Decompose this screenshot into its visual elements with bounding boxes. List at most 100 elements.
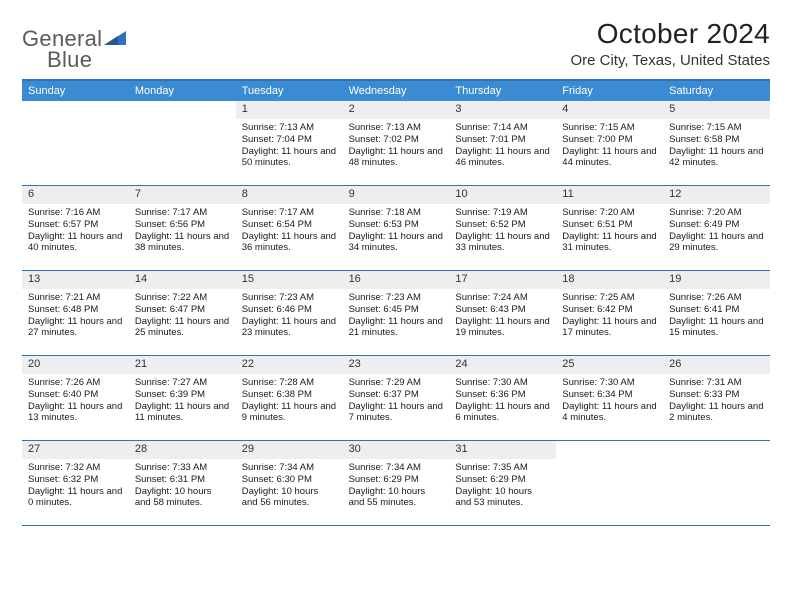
- day-body: Sunrise: 7:27 AMSunset: 6:39 PMDaylight:…: [129, 374, 236, 429]
- day-body: Sunrise: 7:22 AMSunset: 6:47 PMDaylight:…: [129, 289, 236, 344]
- day-cell: 7Sunrise: 7:17 AMSunset: 6:56 PMDaylight…: [129, 186, 236, 270]
- sunrise-text: Sunrise: 7:15 AM: [562, 122, 657, 134]
- day-cell: 11Sunrise: 7:20 AMSunset: 6:51 PMDayligh…: [556, 186, 663, 270]
- sunrise-text: Sunrise: 7:31 AM: [669, 377, 764, 389]
- day-body: Sunrise: 7:25 AMSunset: 6:42 PMDaylight:…: [556, 289, 663, 344]
- sunset-text: Sunset: 6:48 PM: [28, 304, 123, 316]
- daylight-text: Daylight: 11 hours and 42 minutes.: [669, 146, 764, 170]
- day-number: 1: [236, 101, 343, 119]
- day-number: 31: [449, 441, 556, 459]
- day-body: Sunrise: 7:20 AMSunset: 6:49 PMDaylight:…: [663, 204, 770, 259]
- day-body: Sunrise: 7:17 AMSunset: 6:54 PMDaylight:…: [236, 204, 343, 259]
- day-cell: 29Sunrise: 7:34 AMSunset: 6:30 PMDayligh…: [236, 441, 343, 525]
- day-number: 20: [22, 356, 129, 374]
- week-row: ..1Sunrise: 7:13 AMSunset: 7:04 PMDaylig…: [22, 101, 770, 186]
- day-cell: 3Sunrise: 7:14 AMSunset: 7:01 PMDaylight…: [449, 101, 556, 185]
- daylight-text: Daylight: 11 hours and 34 minutes.: [349, 231, 444, 255]
- sunset-text: Sunset: 6:29 PM: [349, 474, 444, 486]
- daylight-text: Daylight: 10 hours and 58 minutes.: [135, 486, 230, 510]
- day-cell: 5Sunrise: 7:15 AMSunset: 6:58 PMDaylight…: [663, 101, 770, 185]
- daylight-text: Daylight: 11 hours and 4 minutes.: [562, 401, 657, 425]
- day-body: Sunrise: 7:14 AMSunset: 7:01 PMDaylight:…: [449, 119, 556, 174]
- daylight-text: Daylight: 10 hours and 53 minutes.: [455, 486, 550, 510]
- sunrise-text: Sunrise: 7:15 AM: [669, 122, 764, 134]
- sunset-text: Sunset: 6:54 PM: [242, 219, 337, 231]
- daylight-text: Daylight: 11 hours and 25 minutes.: [135, 316, 230, 340]
- day-cell: 10Sunrise: 7:19 AMSunset: 6:52 PMDayligh…: [449, 186, 556, 270]
- logo-word2: Blue: [22, 47, 92, 72]
- daylight-text: Daylight: 11 hours and 40 minutes.: [28, 231, 123, 255]
- sunrise-text: Sunrise: 7:20 AM: [562, 207, 657, 219]
- day-body: Sunrise: 7:26 AMSunset: 6:40 PMDaylight:…: [22, 374, 129, 429]
- day-number: 26: [663, 356, 770, 374]
- daylight-text: Daylight: 11 hours and 48 minutes.: [349, 146, 444, 170]
- sunrise-text: Sunrise: 7:18 AM: [349, 207, 444, 219]
- day-cell: 1Sunrise: 7:13 AMSunset: 7:04 PMDaylight…: [236, 101, 343, 185]
- day-number: 5: [663, 101, 770, 119]
- sunset-text: Sunset: 6:38 PM: [242, 389, 337, 401]
- daylight-text: Daylight: 11 hours and 7 minutes.: [349, 401, 444, 425]
- sunset-text: Sunset: 6:39 PM: [135, 389, 230, 401]
- daylight-text: Daylight: 11 hours and 21 minutes.: [349, 316, 444, 340]
- sunset-text: Sunset: 6:36 PM: [455, 389, 550, 401]
- day-number: 24: [449, 356, 556, 374]
- day-body: Sunrise: 7:33 AMSunset: 6:31 PMDaylight:…: [129, 459, 236, 514]
- day-body: Sunrise: 7:30 AMSunset: 6:36 PMDaylight:…: [449, 374, 556, 429]
- dow-header-row: SundayMondayTuesdayWednesdayThursdayFrid…: [22, 81, 770, 101]
- sunrise-text: Sunrise: 7:22 AM: [135, 292, 230, 304]
- sunset-text: Sunset: 7:02 PM: [349, 134, 444, 146]
- dow-cell: Monday: [129, 81, 236, 101]
- day-cell: 12Sunrise: 7:20 AMSunset: 6:49 PMDayligh…: [663, 186, 770, 270]
- sunrise-text: Sunrise: 7:34 AM: [349, 462, 444, 474]
- day-number: 16: [343, 271, 450, 289]
- daylight-text: Daylight: 11 hours and 46 minutes.: [455, 146, 550, 170]
- day-number: 8: [236, 186, 343, 204]
- day-number: 17: [449, 271, 556, 289]
- day-body: Sunrise: 7:35 AMSunset: 6:29 PMDaylight:…: [449, 459, 556, 514]
- sunrise-text: Sunrise: 7:28 AM: [242, 377, 337, 389]
- week-row: 6Sunrise: 7:16 AMSunset: 6:57 PMDaylight…: [22, 186, 770, 271]
- page-title: October 2024: [570, 18, 770, 50]
- day-body: Sunrise: 7:15 AMSunset: 7:00 PMDaylight:…: [556, 119, 663, 174]
- sunrise-text: Sunrise: 7:16 AM: [28, 207, 123, 219]
- day-number: 30: [343, 441, 450, 459]
- week-row: 13Sunrise: 7:21 AMSunset: 6:48 PMDayligh…: [22, 271, 770, 356]
- day-number: 19: [663, 271, 770, 289]
- day-body: Sunrise: 7:31 AMSunset: 6:33 PMDaylight:…: [663, 374, 770, 429]
- day-body: Sunrise: 7:34 AMSunset: 6:30 PMDaylight:…: [236, 459, 343, 514]
- day-cell: .: [556, 441, 663, 525]
- day-cell: 24Sunrise: 7:30 AMSunset: 6:36 PMDayligh…: [449, 356, 556, 440]
- sunset-text: Sunset: 6:31 PM: [135, 474, 230, 486]
- day-number: 10: [449, 186, 556, 204]
- day-body: Sunrise: 7:34 AMSunset: 6:29 PMDaylight:…: [343, 459, 450, 514]
- sunrise-text: Sunrise: 7:33 AM: [135, 462, 230, 474]
- sunset-text: Sunset: 6:40 PM: [28, 389, 123, 401]
- day-cell: 17Sunrise: 7:24 AMSunset: 6:43 PMDayligh…: [449, 271, 556, 355]
- sunset-text: Sunset: 6:52 PM: [455, 219, 550, 231]
- sunset-text: Sunset: 6:29 PM: [455, 474, 550, 486]
- sunrise-text: Sunrise: 7:27 AM: [135, 377, 230, 389]
- day-cell: 8Sunrise: 7:17 AMSunset: 6:54 PMDaylight…: [236, 186, 343, 270]
- daylight-text: Daylight: 11 hours and 38 minutes.: [135, 231, 230, 255]
- day-number: 11: [556, 186, 663, 204]
- daylight-text: Daylight: 11 hours and 11 minutes.: [135, 401, 230, 425]
- sunrise-text: Sunrise: 7:30 AM: [455, 377, 550, 389]
- day-number: 4: [556, 101, 663, 119]
- sunrise-text: Sunrise: 7:17 AM: [135, 207, 230, 219]
- sunrise-text: Sunrise: 7:19 AM: [455, 207, 550, 219]
- day-number: 2: [343, 101, 450, 119]
- title-block: October 2024 Ore City, Texas, United Sta…: [570, 18, 770, 69]
- daylight-text: Daylight: 11 hours and 27 minutes.: [28, 316, 123, 340]
- sunrise-text: Sunrise: 7:13 AM: [242, 122, 337, 134]
- day-body: Sunrise: 7:28 AMSunset: 6:38 PMDaylight:…: [236, 374, 343, 429]
- daylight-text: Daylight: 11 hours and 2 minutes.: [669, 401, 764, 425]
- sunset-text: Sunset: 6:57 PM: [28, 219, 123, 231]
- sunset-text: Sunset: 6:45 PM: [349, 304, 444, 316]
- sunrise-text: Sunrise: 7:26 AM: [669, 292, 764, 304]
- sunrise-text: Sunrise: 7:13 AM: [349, 122, 444, 134]
- sunset-text: Sunset: 6:43 PM: [455, 304, 550, 316]
- sunrise-text: Sunrise: 7:29 AM: [349, 377, 444, 389]
- sunrise-text: Sunrise: 7:25 AM: [562, 292, 657, 304]
- day-number: 18: [556, 271, 663, 289]
- day-body: Sunrise: 7:13 AMSunset: 7:04 PMDaylight:…: [236, 119, 343, 174]
